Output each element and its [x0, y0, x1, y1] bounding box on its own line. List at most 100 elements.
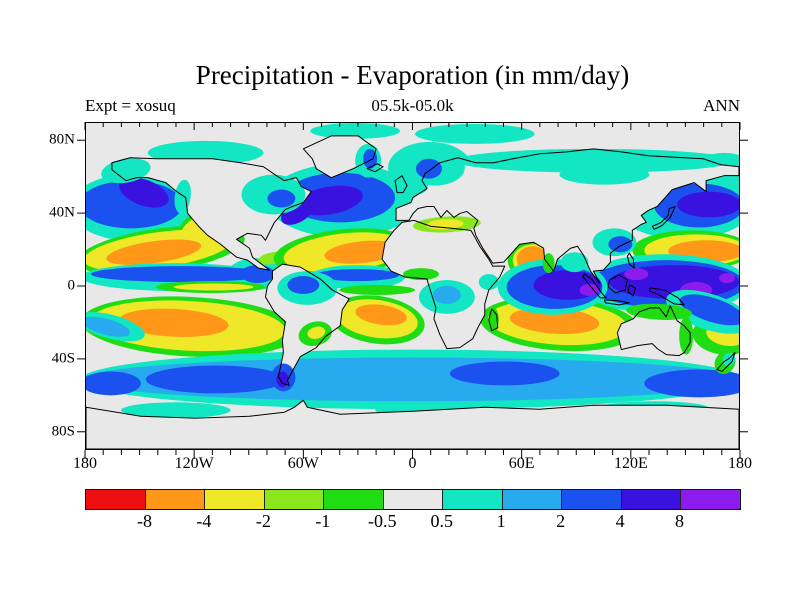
coastline-japan [651, 205, 676, 230]
contour-band-orange [324, 240, 400, 264]
contour-band-cyan [120, 402, 231, 419]
coastline-north-america [111, 157, 312, 271]
coastline-antarctica [86, 399, 739, 449]
colorbar-label: 0.5 [430, 511, 453, 531]
colorbar-segment [204, 490, 264, 509]
x-tick-label: 120E [613, 455, 648, 472]
x-tick-label: 120W [174, 455, 214, 472]
chart-title: Precipitation - Evaporation (in mm/day) [195, 60, 630, 90]
land-contour-green [403, 268, 439, 281]
time-period-label: 05.5k-05.0k [371, 96, 454, 115]
coastline-greenland [302, 135, 377, 179]
y-tick-label: 80S [51, 423, 75, 440]
y-tick-label: 80N [49, 131, 75, 148]
coastline-australia [616, 305, 691, 357]
contour-band-orange [118, 308, 229, 337]
land-contour-green [679, 316, 694, 355]
contour-band-indigo [119, 177, 169, 208]
colorbar-segment [323, 490, 383, 509]
contour-band-blue [145, 365, 286, 394]
land-contour-blue [608, 236, 633, 253]
land-contour-yellow [307, 326, 326, 339]
coastline-sumatra [581, 273, 607, 299]
contour-band-lblue [86, 316, 131, 337]
land-eurasia [396, 148, 739, 284]
land-greenland [303, 135, 377, 178]
colorbar-segment [501, 490, 562, 509]
contour-band-blue [90, 266, 271, 283]
contour-band-purple [579, 284, 600, 296]
contour-map [86, 123, 739, 449]
contour-band-green [339, 285, 415, 295]
coastline-eurasia [395, 148, 739, 284]
land-contour-lblue [432, 286, 461, 304]
land-contour-cyan [560, 252, 589, 273]
y-tick-label: 40S [51, 350, 75, 367]
coastline-iceland [366, 163, 384, 173]
colorbar-label: 8 [675, 511, 685, 531]
colorbar-segment [144, 490, 205, 509]
contour-band-purple [624, 268, 649, 281]
land-contour-cyan [478, 274, 499, 290]
coastline-sulawesi [627, 284, 636, 297]
x-tick-label: 0 [408, 455, 417, 472]
contour-band-cyan [414, 123, 535, 144]
x-tick-label: 180 [73, 455, 97, 472]
y-tick-label: 40N [49, 204, 75, 221]
experiment-label: Expt = xosuq [85, 96, 176, 115]
contour-band-blue [449, 361, 560, 386]
coastline-britain [394, 175, 408, 194]
colorbar-segment [442, 490, 502, 509]
coastline-madagascar [488, 308, 499, 332]
land-contour-green [626, 303, 693, 320]
coastline-borneo [607, 274, 628, 294]
colorbar-label: -0.5 [368, 511, 397, 531]
colorbar-label: 2 [556, 511, 566, 531]
contour-band-yellow [173, 283, 254, 291]
land-contour-cyan [402, 178, 428, 195]
season-label: ANN [703, 96, 740, 115]
x-tick-label: 60W [287, 455, 319, 472]
coastline-java [603, 299, 630, 306]
x-tick-label: 60E [508, 455, 535, 472]
land-contour-cyan [559, 164, 650, 185]
land-contour-cyan [454, 148, 735, 173]
contour-band-orange [355, 304, 407, 326]
contour-band-blue [315, 269, 400, 282]
x-tick-label: 180 [728, 455, 752, 472]
contour-band-blue [644, 369, 739, 398]
colorbar-segment [561, 490, 621, 509]
colorbar-segment [263, 490, 324, 509]
land-contour-cyan [722, 352, 736, 367]
land-antarctica [86, 400, 739, 449]
land-contour-blue [287, 276, 320, 294]
land-contour-indigo [276, 371, 289, 388]
colorbar-label: -8 [136, 511, 152, 531]
land-contour-cyan [101, 158, 151, 184]
land-contour-blue [267, 189, 296, 208]
colorbar-segment [620, 490, 681, 509]
contour-band-blue [86, 371, 141, 396]
coastline-new-zealand [716, 352, 736, 372]
colorbar-label: 4 [615, 511, 625, 531]
colorbar-label: -1 [315, 511, 331, 531]
coastline-africa [381, 219, 506, 350]
colorbar-segment [86, 490, 145, 509]
contour-band-purple [719, 273, 736, 284]
colorbar-label: 1 [496, 511, 506, 531]
contour-band-orange [106, 239, 202, 265]
colorbar-label: -2 [255, 511, 271, 531]
colorbar-label: -4 [196, 511, 212, 531]
contour-band-indigo [677, 191, 739, 218]
land-contour-blue [415, 158, 442, 179]
coastline-south-america [264, 263, 350, 386]
coastline-new-guinea [648, 287, 685, 306]
contour-band-cyan [310, 123, 401, 139]
colorbar-segment [382, 490, 443, 509]
world-map-plot [85, 122, 740, 450]
coastline-philippines [626, 252, 635, 269]
colorbar [85, 489, 741, 510]
contour-band-blue [679, 294, 739, 326]
y-tick-label: 0 [67, 277, 76, 294]
